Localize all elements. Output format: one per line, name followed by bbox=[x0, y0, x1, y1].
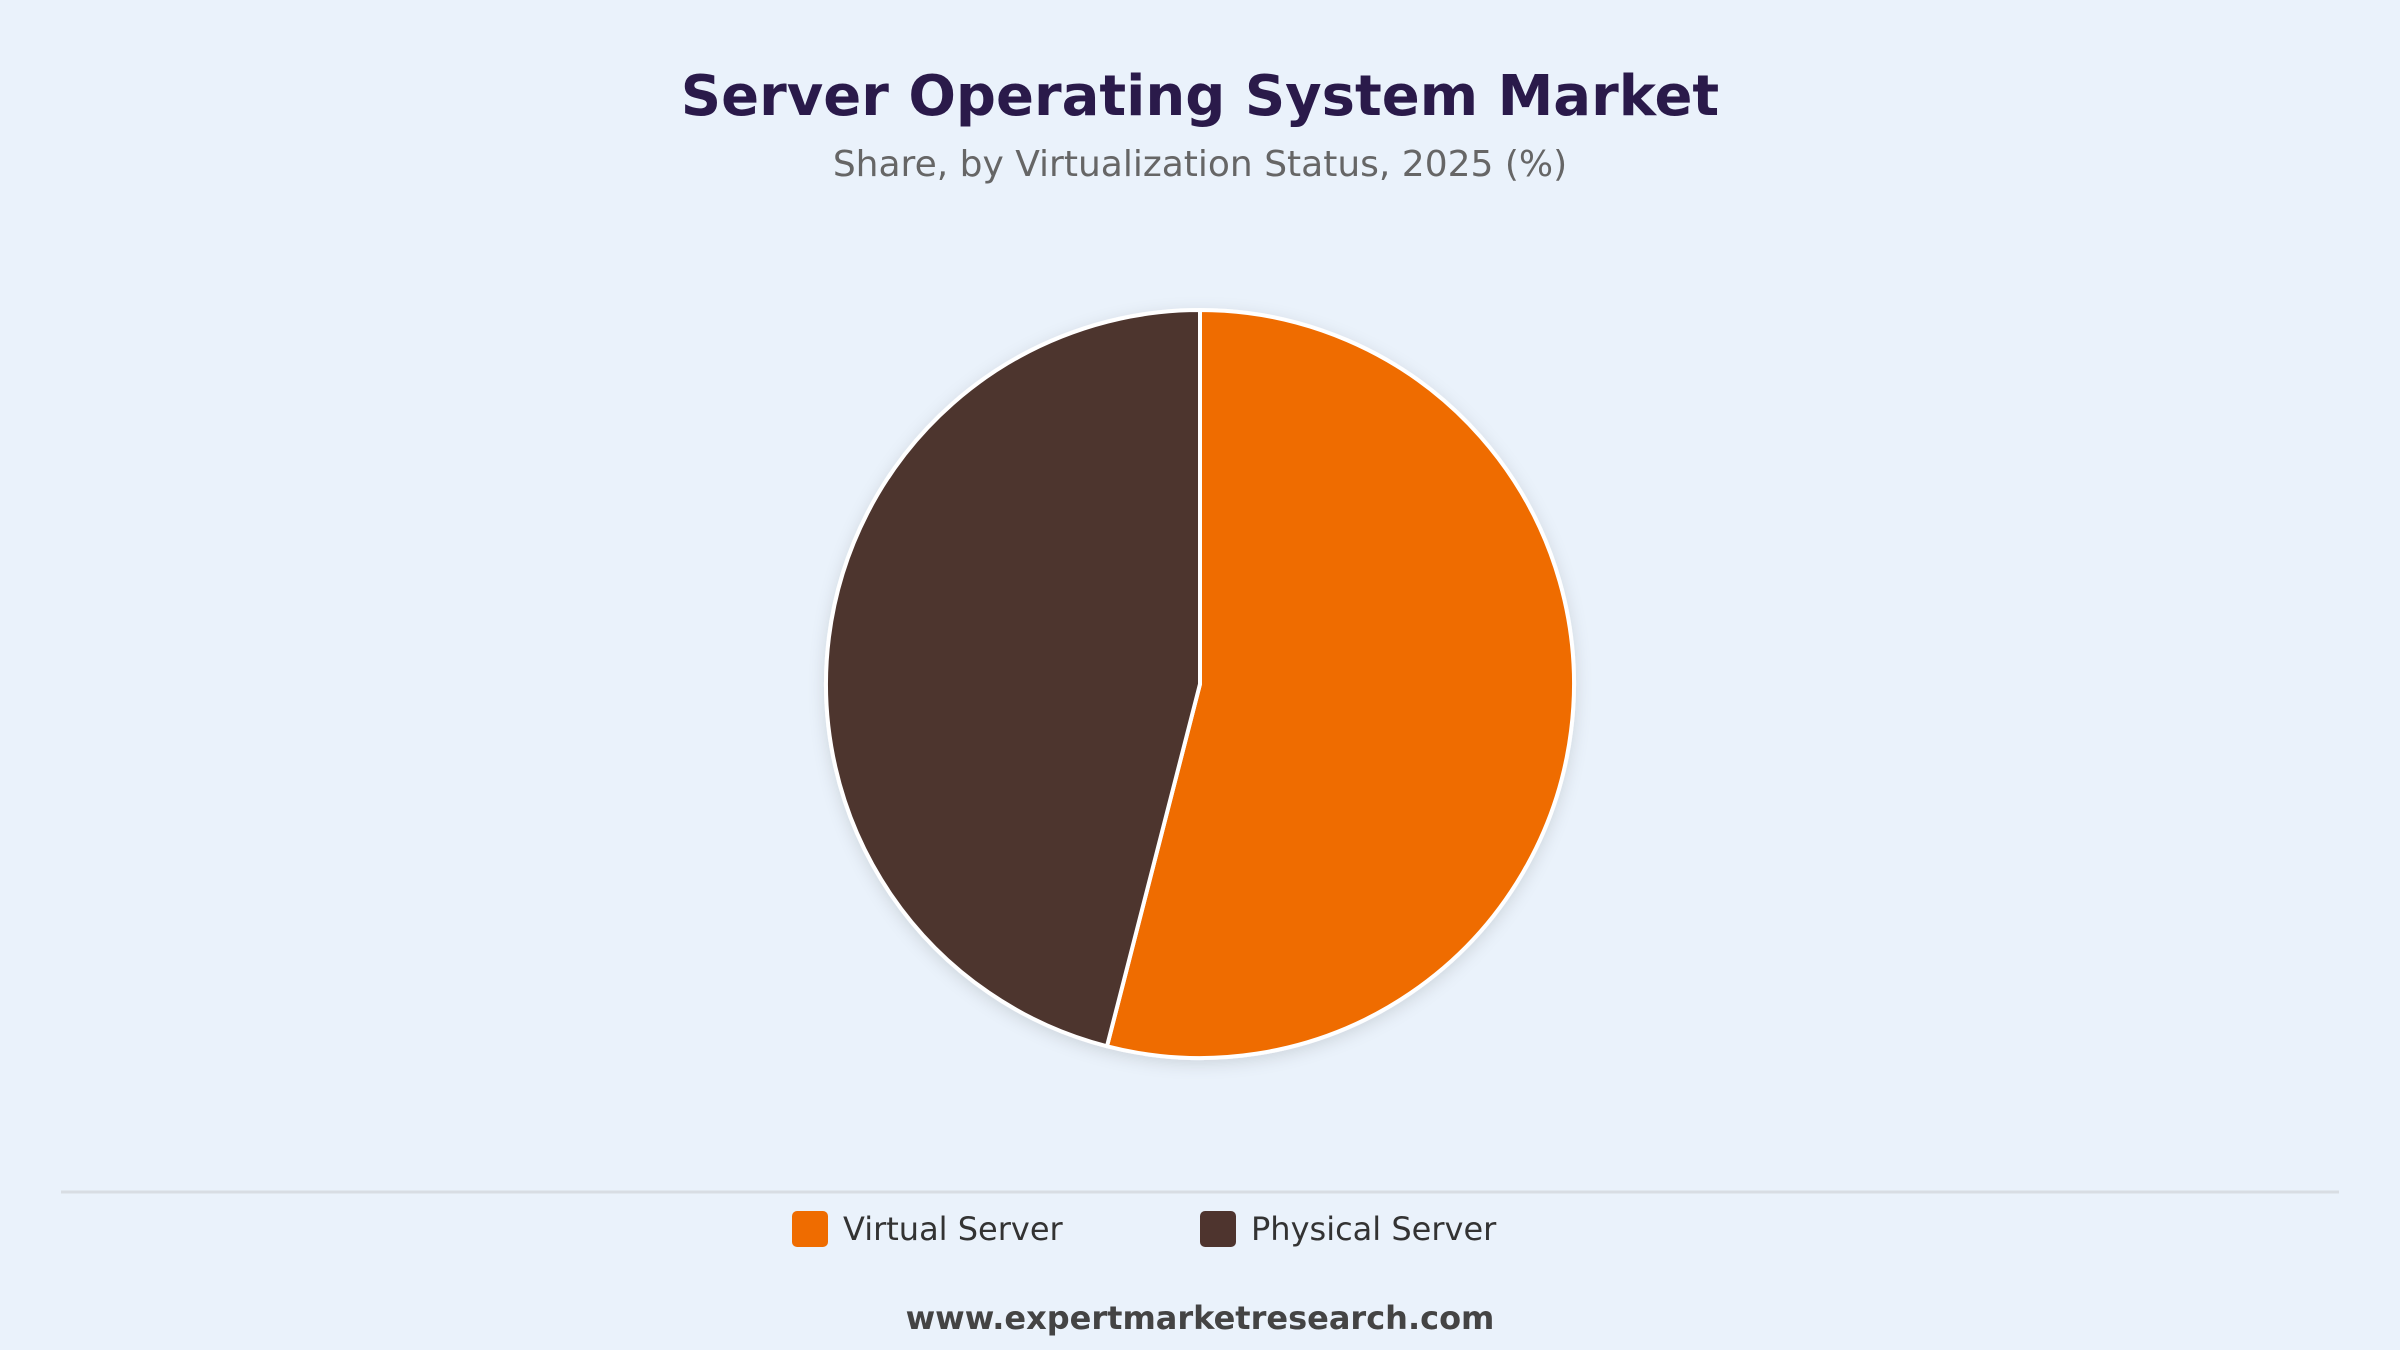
legend-swatch bbox=[1200, 1211, 1236, 1247]
pie-slice bbox=[824, 308, 1202, 1049]
legend-swatch bbox=[792, 1211, 828, 1247]
pie-slice bbox=[1104, 308, 1576, 1060]
legend-label: Virtual Server bbox=[843, 1210, 1064, 1248]
chart-subtitle: Share, by Virtualization Status, 2025 (%… bbox=[833, 144, 1567, 185]
chart-title: Server Operating System Market bbox=[681, 64, 1719, 129]
pie bbox=[824, 308, 1576, 1060]
legend-label: Physical Server bbox=[1251, 1210, 1497, 1248]
legend: Virtual Server Physical Server bbox=[792, 1210, 1497, 1248]
source: www.expertmarketresearch.com bbox=[906, 1299, 1495, 1337]
